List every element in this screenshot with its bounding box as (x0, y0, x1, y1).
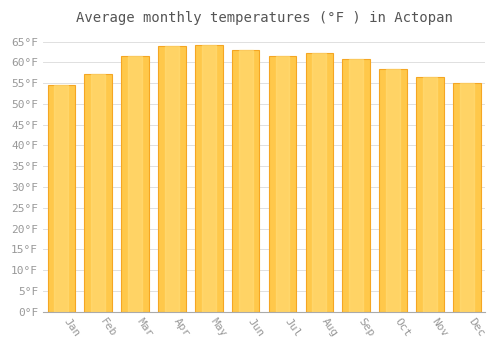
Bar (195, 45, 222, 312)
Bar (232, 50, 260, 312)
Bar (128, 56, 142, 312)
Bar (342, 59, 370, 312)
Bar (380, 69, 407, 312)
Title: Average monthly temperatures (°F ) in Actopan: Average monthly temperatures (°F ) in Ac… (76, 11, 452, 25)
Bar (202, 45, 215, 312)
Bar (416, 77, 444, 312)
Bar (122, 56, 149, 312)
Bar (84, 74, 112, 312)
Bar (92, 74, 105, 312)
Bar (48, 85, 75, 312)
Bar (423, 77, 437, 312)
Bar (268, 56, 296, 312)
Bar (386, 69, 400, 312)
Bar (158, 46, 186, 312)
Bar (460, 83, 473, 312)
Bar (350, 59, 363, 312)
Bar (165, 46, 179, 312)
Bar (239, 50, 252, 312)
Bar (306, 53, 333, 312)
Bar (276, 56, 289, 312)
Bar (54, 85, 68, 312)
Bar (453, 83, 480, 312)
Bar (312, 53, 326, 312)
